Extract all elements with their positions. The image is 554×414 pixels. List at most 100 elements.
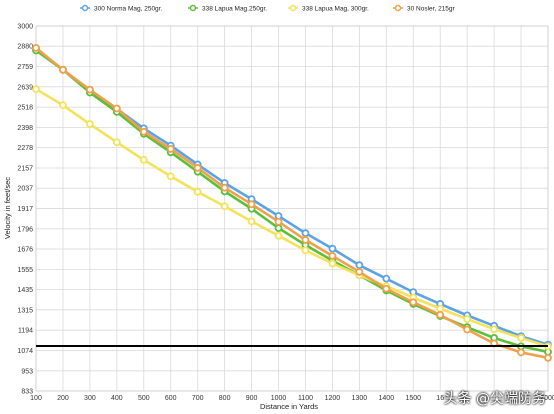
data-point	[193, 163, 202, 172]
data-point	[220, 202, 229, 211]
series-4	[32, 43, 552, 362]
series-layer	[32, 43, 552, 362]
data-point	[85, 120, 94, 128]
chart-grid	[35, 25, 549, 392]
data-point	[112, 104, 121, 113]
y-tick-label: 2518	[17, 105, 33, 112]
legend-label: 338 Lapua Mag, 300gr.	[302, 5, 369, 12]
data-point	[112, 138, 121, 147]
data-point	[382, 284, 391, 293]
data-point	[139, 127, 148, 136]
data-point	[85, 85, 94, 94]
data-point	[463, 315, 472, 323]
x-tick-label: 1000	[271, 395, 287, 402]
y-tick-label: 2398	[17, 125, 33, 132]
y-tick-label: 2157	[17, 165, 33, 172]
chart-legend: 300 Norma Mag, 250gr. 338 Lapua Mag.250gr…	[80, 4, 456, 12]
data-point	[436, 304, 445, 313]
data-point	[301, 229, 310, 238]
data-point	[32, 43, 40, 52]
legend-item: 338 Lapua Mag, 300gr.	[288, 4, 369, 12]
y-axis-title: Velocity in feet/sec	[3, 177, 12, 239]
data-point	[517, 348, 525, 357]
data-point	[166, 145, 175, 153]
legend-item: 300 Norma Mag, 250gr.	[80, 4, 162, 12]
y-tick-label: 953	[21, 368, 33, 375]
x-axis-title: Distance in Yards	[260, 402, 318, 411]
x-tick-label: 600	[165, 395, 177, 402]
legend-item: 30 Nosler, 215gr	[393, 4, 456, 12]
data-point	[328, 252, 337, 260]
series-line	[35, 49, 549, 354]
series-line	[35, 88, 549, 348]
chart-axes: 833 953 1074 1194 1315 1435 1555 1676 1796 1917 20…	[17, 24, 554, 403]
data-point	[328, 244, 337, 253]
x-tick-label: 1100	[298, 395, 313, 402]
legend-label: 30 Nosler, 215gr	[407, 5, 456, 12]
x-tick-label: 800	[219, 395, 231, 402]
y-tick-label: 833	[21, 389, 33, 396]
data-point	[301, 236, 310, 244]
x-tick-label: 2000	[540, 395, 554, 402]
y-tick-label: 1555	[17, 267, 33, 274]
y-tick-label: 2639	[17, 84, 33, 91]
plot-border	[35, 25, 549, 392]
legend-item: 338 Lapua Mag.250gr.	[188, 4, 267, 12]
y-tick-label: 1315	[17, 307, 33, 314]
y-tick-label: 1676	[17, 247, 33, 254]
x-tick-label: 16	[436, 395, 444, 402]
legend-swatch-marker	[289, 4, 297, 12]
data-point	[544, 353, 552, 362]
x-tick-label: 200	[57, 395, 69, 402]
x-tick-label: 700	[192, 395, 204, 402]
y-tick-label: 3000	[17, 24, 33, 31]
data-point	[220, 183, 229, 192]
x-tick-label: 1200	[325, 395, 341, 402]
y-tick-label: 2278	[17, 145, 33, 152]
x-tick-label: 400	[111, 395, 123, 402]
y-tick-label: 1435	[17, 287, 33, 294]
x-tick-label: 300	[84, 395, 96, 402]
data-point	[355, 268, 364, 276]
data-point	[59, 65, 67, 74]
data-point	[274, 224, 283, 233]
legend-swatch-marker	[81, 4, 89, 12]
y-tick-label: 1796	[17, 226, 33, 233]
data-point	[247, 200, 256, 209]
series-2	[32, 46, 552, 356]
legend-label: 338 Lapua Mag.250gr.	[202, 5, 267, 12]
data-point	[490, 325, 499, 334]
data-point	[274, 231, 283, 240]
data-point	[301, 246, 310, 255]
legend-swatch-marker	[394, 4, 402, 12]
data-point	[247, 217, 256, 226]
x-tick-label: 1400	[379, 395, 395, 402]
data-point	[355, 261, 364, 270]
x-tick-label: 100	[30, 395, 42, 402]
legend-label: 300 Norma Mag, 250gr.	[94, 5, 162, 12]
series-line	[35, 46, 549, 360]
series-line	[35, 48, 549, 346]
data-point	[517, 334, 525, 342]
data-point	[166, 172, 175, 181]
data-point	[382, 274, 391, 283]
series-1	[32, 45, 552, 349]
y-tick-label: 1917	[17, 206, 33, 213]
y-tick-label: 2880	[17, 44, 33, 51]
data-point	[328, 259, 337, 268]
y-tick-label: 1194	[18, 328, 33, 335]
y-tick-label: 2759	[17, 64, 33, 71]
legend-swatch-marker	[189, 4, 197, 12]
watermark-text: 头条 @尖端防务	[443, 391, 546, 407]
x-tick-label: 500	[138, 395, 150, 402]
data-point	[463, 325, 472, 334]
x-tick-label: 1300	[352, 395, 368, 402]
data-point	[436, 310, 445, 319]
y-tick-label: 2037	[17, 186, 33, 193]
data-point	[59, 101, 67, 110]
x-tick-label: 1500	[405, 395, 421, 402]
data-point	[409, 298, 418, 307]
data-point	[32, 85, 40, 94]
y-tick-label: 1074	[17, 348, 33, 355]
